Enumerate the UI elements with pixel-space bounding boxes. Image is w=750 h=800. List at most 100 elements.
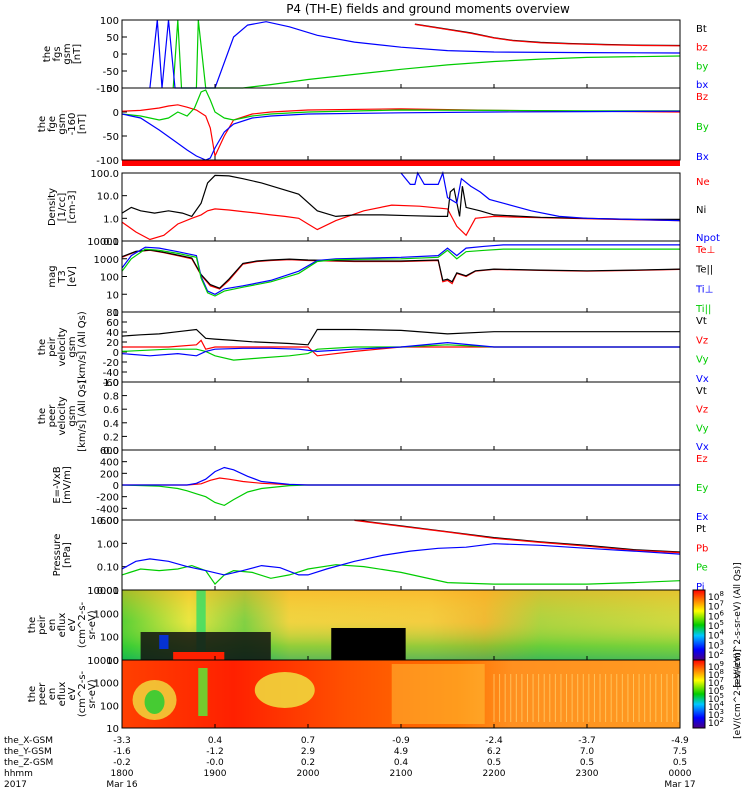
legend-entry: Bt [696, 24, 707, 35]
x-axis-row-label: hhmm [4, 769, 33, 779]
series-peir_vel-vy [121, 344, 680, 361]
y-tick-label: 0.0 [103, 446, 119, 457]
y-axis-label-line: the [27, 686, 38, 702]
spectrogram-blob [254, 672, 315, 708]
y-axis-label: thefgegsm-160[nT] [37, 113, 88, 136]
y-tick-label: -100 [96, 156, 119, 167]
y-axis-label: thepeirenefluxeV(cm^2-s-sr-eV) [27, 601, 98, 648]
y-tick-label: -600 [96, 516, 119, 527]
y-tick-label: 400 [100, 458, 119, 469]
x-tick-date: Mar 16 [106, 780, 138, 790]
colorbar-label: 103 [708, 708, 724, 721]
y-axis-label-line: sr-eV) [87, 610, 98, 639]
y-tick-label: 0.4 [103, 419, 119, 430]
legend-entry: Pt [696, 524, 706, 535]
series-peir_vel-vt [121, 328, 680, 346]
x-tick-hhmm: 1900 [204, 769, 227, 779]
red-separator-band [122, 160, 680, 166]
y-axis-label: Density[1/cc][cm-3] [47, 188, 78, 226]
y-axis-label-line: eV [67, 687, 78, 700]
x-tick-label: 0.7 [301, 736, 315, 746]
legend-entry: Vt [696, 386, 707, 397]
y-tick-label: 60 [106, 318, 119, 329]
y-axis-label-line: the [37, 408, 48, 424]
series-pressure-pi [121, 543, 681, 576]
y-tick-label: 0.6 [103, 405, 119, 416]
y-tick-label: 10000 [87, 656, 119, 667]
x-tick-label: -1.6 [113, 747, 131, 757]
spectrogram-band [198, 668, 208, 716]
spectrogram-peer_flux [122, 660, 680, 728]
x-axis-row-label: the_Z-GSM [4, 758, 53, 768]
y-axis-label-line: velocity [57, 327, 68, 366]
y-axis-label-line: [nT] [72, 44, 83, 64]
legend-entry: Vy [696, 355, 709, 366]
y-axis-label-line: [1/cc] [57, 193, 68, 222]
y-axis-label-line: velocity [57, 396, 68, 435]
panel-density: 100.0 10.0 1.0 0.1 Density[1/cc][cm-3] Ne Ni Np… [47, 169, 720, 248]
y-axis-label: magT3[eV] [47, 265, 78, 287]
series-density-ne [121, 204, 681, 241]
y-tick-label: -400 [96, 504, 119, 515]
x-tick-label: 6.2 [487, 747, 501, 757]
colorbar-label: 108 [708, 668, 724, 681]
series-pressure-pt [354, 519, 681, 553]
y-tick-label: 1.0 [103, 214, 119, 225]
y-axis-label-line: the [37, 339, 48, 355]
y-tick-label: -50 [103, 67, 119, 78]
legend-entry: Pe [696, 563, 708, 574]
figure-title: P4 (TH-E) fields and ground moments over… [286, 2, 570, 16]
spectrogram-background [122, 660, 680, 728]
legend-entry: Pi [696, 582, 705, 593]
spectrogram-band [196, 590, 206, 660]
y-axis-label-line: fge [47, 116, 58, 132]
y-tick-label: 0.8 [103, 392, 119, 403]
y-tick-label: -20 [103, 358, 119, 369]
y-tick-label: 10.00 [90, 516, 119, 527]
legend-entry: Ey [696, 483, 708, 494]
series-density-npot [400, 170, 681, 222]
x-tick-hhmm: 2300 [576, 769, 599, 779]
legend-entry: Vt [696, 316, 707, 327]
y-tick-label: -200 [96, 493, 119, 504]
y-axis-label-line: the [27, 617, 38, 633]
y-tick-label: 10.0 [97, 192, 119, 203]
y-axis-label-line: [cm-3] [67, 190, 78, 223]
y-axis-label-line: gsm [62, 43, 73, 64]
x-tick-label: 0.4 [208, 736, 223, 746]
y-axis-label-line: the [42, 46, 53, 62]
legend-entry: Vy [696, 423, 709, 434]
y-tick-label: 1 [113, 308, 119, 319]
y-axis-label-line: [eV] [67, 266, 78, 287]
series-temp-ti [121, 248, 680, 297]
legend-entry: Vz [696, 335, 708, 346]
legend-entry: Ni [696, 205, 706, 216]
legend-entry: Vz [696, 405, 708, 416]
panel-frame [121, 381, 681, 451]
x-axis-row-label: the_X-GSM [4, 736, 53, 746]
series-density-ni [121, 174, 680, 220]
y-tick-label: 50 [106, 84, 119, 95]
y-tick-label: 10000 [87, 237, 119, 248]
panel-frame [121, 19, 681, 89]
colorbar-label: 105 [708, 692, 724, 705]
y-axis-label-line: gsm [67, 336, 78, 357]
y-tick-label: 1.00 [97, 539, 119, 550]
panel-frame [121, 172, 681, 242]
y-axis-label-line: eflux [57, 682, 68, 707]
y-axis-label-line: [nPa] [62, 542, 73, 568]
y-tick-label: 0 [113, 108, 119, 119]
y-axis-label: thefgsgsm[nT] [42, 43, 83, 64]
y-tick-label: 600 [100, 446, 119, 457]
panel-frame [121, 240, 681, 313]
legend-entry: Ti|| [695, 304, 711, 315]
series-efield-ex [122, 466, 680, 486]
y-axis-label-line: T3 [57, 270, 68, 283]
x-axis-row-label: the_Y-GSM [4, 747, 52, 757]
legend-entry: Vx [696, 374, 709, 385]
colorbar-label: 102 [708, 716, 724, 729]
legend-entry: Ne [696, 177, 710, 188]
panel-pressure: 10.00 1.00 0.10 0.01 Pressure[nPa] Pt Pb Pe Pi [52, 516, 708, 597]
y-axis-label-line: eflux [57, 613, 68, 638]
